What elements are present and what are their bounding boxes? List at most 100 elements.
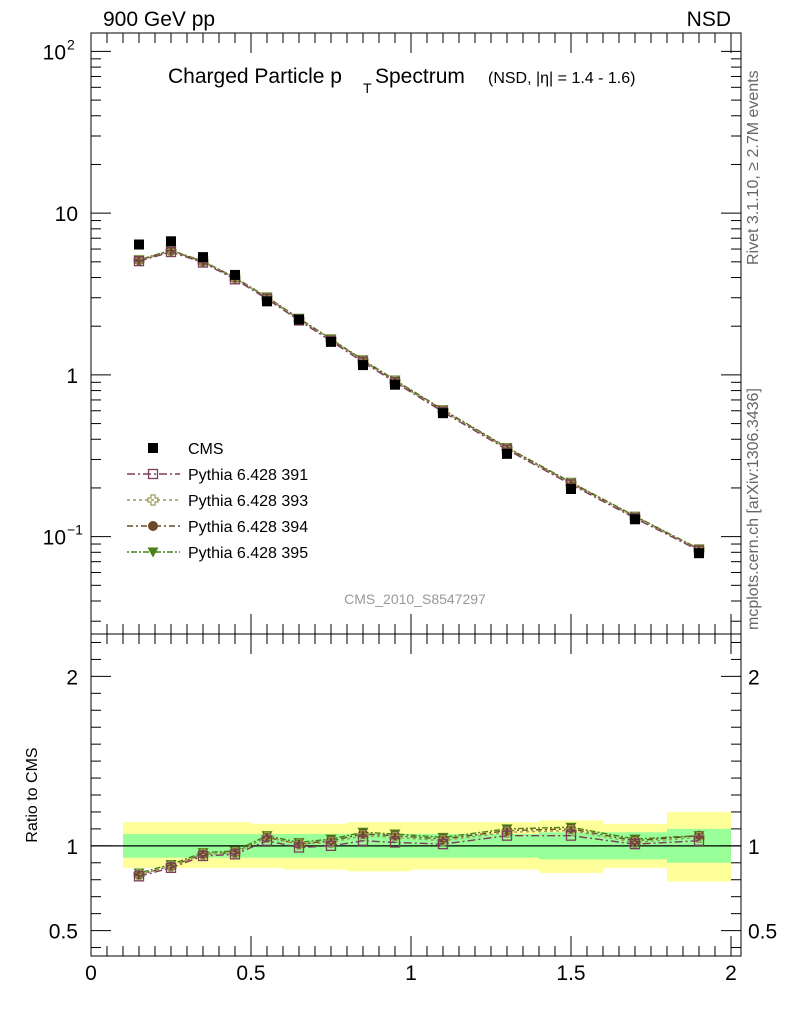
marker-down-triangle	[147, 547, 159, 558]
x-tick-labels: 0 0.5 1 1.5 2	[85, 962, 737, 985]
data-point	[694, 548, 704, 559]
ratio-point	[629, 838, 641, 850]
chart-title-rest: Spectrum	[375, 65, 465, 88]
data-point	[390, 379, 400, 390]
y-tick-label-base: 1	[66, 365, 78, 388]
x-tick-label: 2	[725, 962, 737, 985]
data-point	[198, 252, 208, 263]
ratio-point	[437, 838, 449, 850]
process-label: NSD	[686, 8, 731, 31]
data-point	[262, 296, 272, 307]
ratio-y-tick-label-left: 2	[66, 666, 78, 689]
marker-square	[694, 548, 704, 559]
marker-circle	[148, 521, 158, 531]
chart-title-subscript: T	[363, 80, 372, 96]
marker-open-square	[357, 835, 369, 846]
y-tick-label-exponent: 2	[67, 36, 75, 52]
marker-square	[148, 443, 158, 453]
marker-square	[326, 336, 336, 347]
ratio-point	[357, 835, 369, 846]
ratio-point	[325, 836, 337, 849]
ratio-x-ticks	[90, 634, 732, 956]
marker-square	[358, 360, 368, 371]
ratio-point	[261, 831, 273, 843]
ratio-y-tick-label-left: 1	[66, 836, 78, 859]
ratio-point	[389, 837, 401, 848]
ratio-y-axis-label: Ratio to CMS	[24, 747, 41, 842]
marker-open-square	[261, 835, 273, 846]
marker-open-square	[165, 862, 177, 874]
data-point	[133, 255, 145, 267]
data-point	[326, 336, 336, 347]
legend-marker	[147, 494, 159, 506]
legend-entry: CMS	[148, 441, 224, 458]
marker-open-cross	[293, 838, 305, 850]
marker-square	[630, 514, 640, 525]
data-point	[165, 246, 177, 258]
y-tick-label: 1	[66, 365, 78, 388]
ratio-point	[261, 835, 273, 846]
legend-entry: Pythia 6.428 394	[127, 519, 308, 536]
legend-marker	[148, 443, 158, 453]
legend-marker	[148, 521, 158, 531]
legend-label: Pythia 6.428 391	[188, 467, 308, 484]
ratio-line	[138, 834, 700, 878]
marker-open-cross	[357, 830, 369, 842]
ratio-point	[693, 831, 705, 843]
marker-open-square	[147, 468, 159, 480]
marker-open-square	[389, 837, 401, 848]
ratio-y-tick-label-left: 0.5	[49, 921, 78, 944]
y-tick-label: 10	[55, 203, 78, 226]
marker-open-square	[629, 838, 641, 850]
ratio-point	[293, 842, 305, 853]
marker-square	[438, 408, 448, 419]
ratio-series-1	[133, 824, 705, 881]
legend-entry: Pythia 6.428 395	[127, 545, 308, 562]
marker-square	[262, 296, 272, 307]
legend-label: Pythia 6.428 394	[188, 519, 308, 536]
marker-square	[294, 314, 304, 325]
ratio-point	[165, 862, 177, 874]
marker-open-cross	[501, 826, 513, 838]
data-point	[294, 314, 304, 325]
top-series	[133, 236, 705, 559]
marker-open-cross	[325, 836, 337, 849]
ratio-point	[501, 826, 513, 838]
data-point	[230, 269, 240, 280]
marker-open-square	[229, 849, 241, 860]
ratio-series-0	[133, 830, 705, 882]
data-point	[166, 236, 176, 247]
marker-open-cross	[693, 831, 705, 843]
ratio-y-tick-label-right: 1	[748, 836, 760, 859]
series-line	[138, 250, 700, 551]
data-point	[438, 408, 448, 419]
marker-square	[566, 484, 576, 495]
y-tick-label: 10 −1	[43, 522, 84, 550]
marker-open-square	[133, 255, 145, 267]
y-tick-label-base: 10	[43, 527, 66, 550]
y-tick-label-base: 10	[55, 203, 78, 226]
marker-square	[502, 448, 512, 459]
series-0	[134, 236, 704, 559]
marker-square	[198, 252, 208, 263]
ratio-point	[501, 830, 513, 841]
x-tick-label: 0.5	[236, 962, 265, 985]
marker-open-square	[437, 838, 449, 850]
data-point	[358, 360, 368, 371]
legend-label: Pythia 6.428 393	[188, 493, 308, 510]
ratio-point	[293, 838, 305, 850]
ratio-y-ticks: 0.5 0.5 1 1 2 2	[49, 641, 777, 949]
ratio-series	[133, 822, 705, 882]
ratio-y-tick-label-right: 0.5	[748, 921, 777, 944]
analysis-watermark: CMS_2010_S8547297	[344, 591, 486, 607]
ratio-point	[197, 850, 209, 862]
ratio-point	[693, 835, 705, 846]
ratio-point	[133, 871, 145, 882]
y-tick-label-base: 10	[43, 41, 66, 64]
x-tick-label: 0	[85, 962, 97, 985]
series-line	[138, 251, 700, 552]
ratio-point	[389, 831, 401, 843]
ratio-point	[565, 824, 577, 837]
